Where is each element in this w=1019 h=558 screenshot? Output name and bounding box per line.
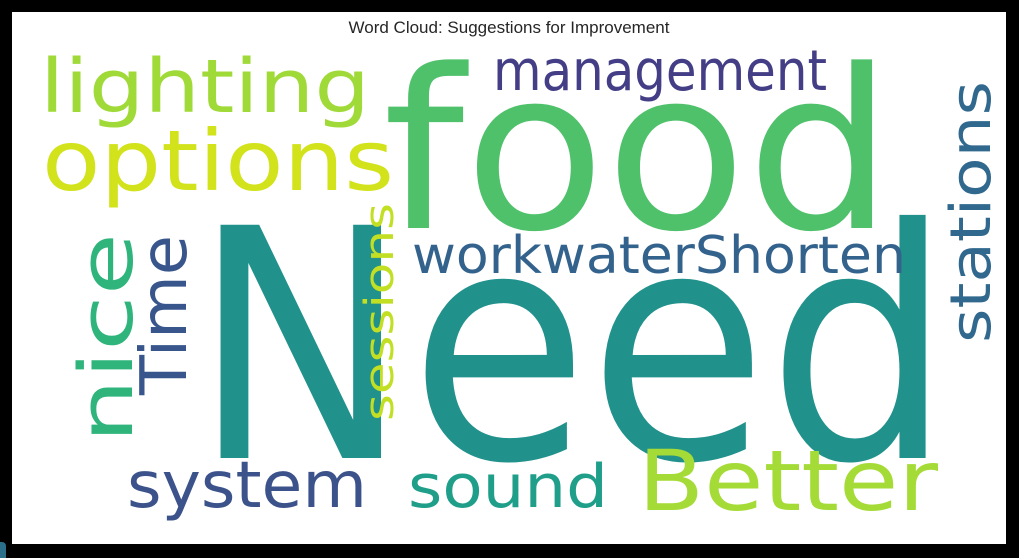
word-workwatershorten: workwaterShorten xyxy=(412,226,906,286)
word-system: system xyxy=(127,449,367,523)
word-stations: stations xyxy=(939,81,1004,343)
word-sessions: sessions xyxy=(357,203,403,421)
word-lighting: lighting xyxy=(40,44,370,130)
wordcloud-canvas: Word Cloud: Suggestions for Improvement xyxy=(12,12,1006,544)
word-options: options xyxy=(42,112,394,210)
word-nice: nice xyxy=(64,233,150,443)
corner-fragment xyxy=(0,542,6,558)
word-time: Time xyxy=(128,235,202,396)
chart-title: Word Cloud: Suggestions for Improvement xyxy=(348,18,670,37)
word-need: Need xyxy=(192,162,952,534)
word-better: Better xyxy=(638,432,939,530)
word-sound: sound xyxy=(408,452,608,522)
word-management: management xyxy=(493,39,827,104)
word-food: food xyxy=(383,23,893,281)
